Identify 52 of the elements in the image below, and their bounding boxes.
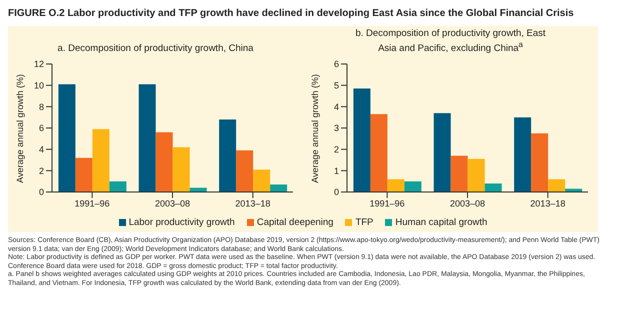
bar xyxy=(236,150,254,192)
legend-label: Labor productivity growth xyxy=(128,216,235,228)
y-tick-label: 8 xyxy=(38,102,44,112)
bar xyxy=(270,184,288,192)
bar xyxy=(109,181,126,192)
bar xyxy=(253,170,270,192)
bar xyxy=(514,117,532,192)
legend-label: Human capital growth xyxy=(395,216,488,228)
x-tick-label: 1991–96 xyxy=(74,198,110,208)
bar xyxy=(353,88,370,192)
bar xyxy=(172,147,190,192)
bar xyxy=(484,183,502,192)
x-tick-label: 2013–18 xyxy=(235,198,270,208)
bar xyxy=(370,114,388,192)
y-tick-label: 3 xyxy=(334,123,339,134)
bar xyxy=(190,188,207,192)
bar xyxy=(468,158,485,192)
x-tick-label: 2003–08 xyxy=(154,198,190,208)
chart-subtitle: b. Decomposition of productivity growth, East Asia and Pacific, excluding China$^{a}$ xyxy=(354,28,547,54)
bar xyxy=(92,129,110,192)
chart-title: FIGURE O.2 Labor productivity and TFP growth have declined in developing East Asia since the Global Financial Crisis xyxy=(8,8,575,21)
y-tick-label: 2 xyxy=(38,166,44,176)
y-tick-label: 4 xyxy=(334,102,339,112)
bar xyxy=(219,119,236,192)
y-axis-title: Average annual growth (%) xyxy=(15,74,26,183)
bar xyxy=(58,84,76,192)
bar xyxy=(450,156,468,192)
y-tick-label: 4 xyxy=(38,144,44,155)
x-tick-label: 2013–18 xyxy=(530,198,566,208)
legend-label: TFP xyxy=(355,216,374,228)
y-tick-label: 10 xyxy=(34,80,44,91)
y-tick-label: 12 xyxy=(34,59,44,70)
bar xyxy=(548,179,566,192)
y-tick-label: 6 xyxy=(334,59,339,70)
bar xyxy=(387,179,404,192)
y-tick-label: 6 xyxy=(38,123,44,134)
x-tick-label: 1991–96 xyxy=(370,198,405,208)
chart-subtitle: a. Decomposition of productivity growth, China xyxy=(58,43,254,54)
legend-label: Capital deepening xyxy=(256,216,334,228)
bar xyxy=(75,158,92,192)
y-axis-title: Average annual growth (%) xyxy=(310,74,320,183)
bar xyxy=(138,84,156,192)
y-tick-label: 0 xyxy=(38,187,44,198)
x-tick-label: 2003–08 xyxy=(450,198,486,208)
y-tick-label: 0 xyxy=(334,187,339,198)
bar xyxy=(531,133,548,192)
bar xyxy=(156,132,173,192)
y-tick-label: 5 xyxy=(334,80,339,91)
y-tick-label: 2 xyxy=(334,144,339,155)
y-tick-label: 1 xyxy=(334,166,339,176)
bar xyxy=(434,113,451,192)
bar xyxy=(404,181,422,192)
